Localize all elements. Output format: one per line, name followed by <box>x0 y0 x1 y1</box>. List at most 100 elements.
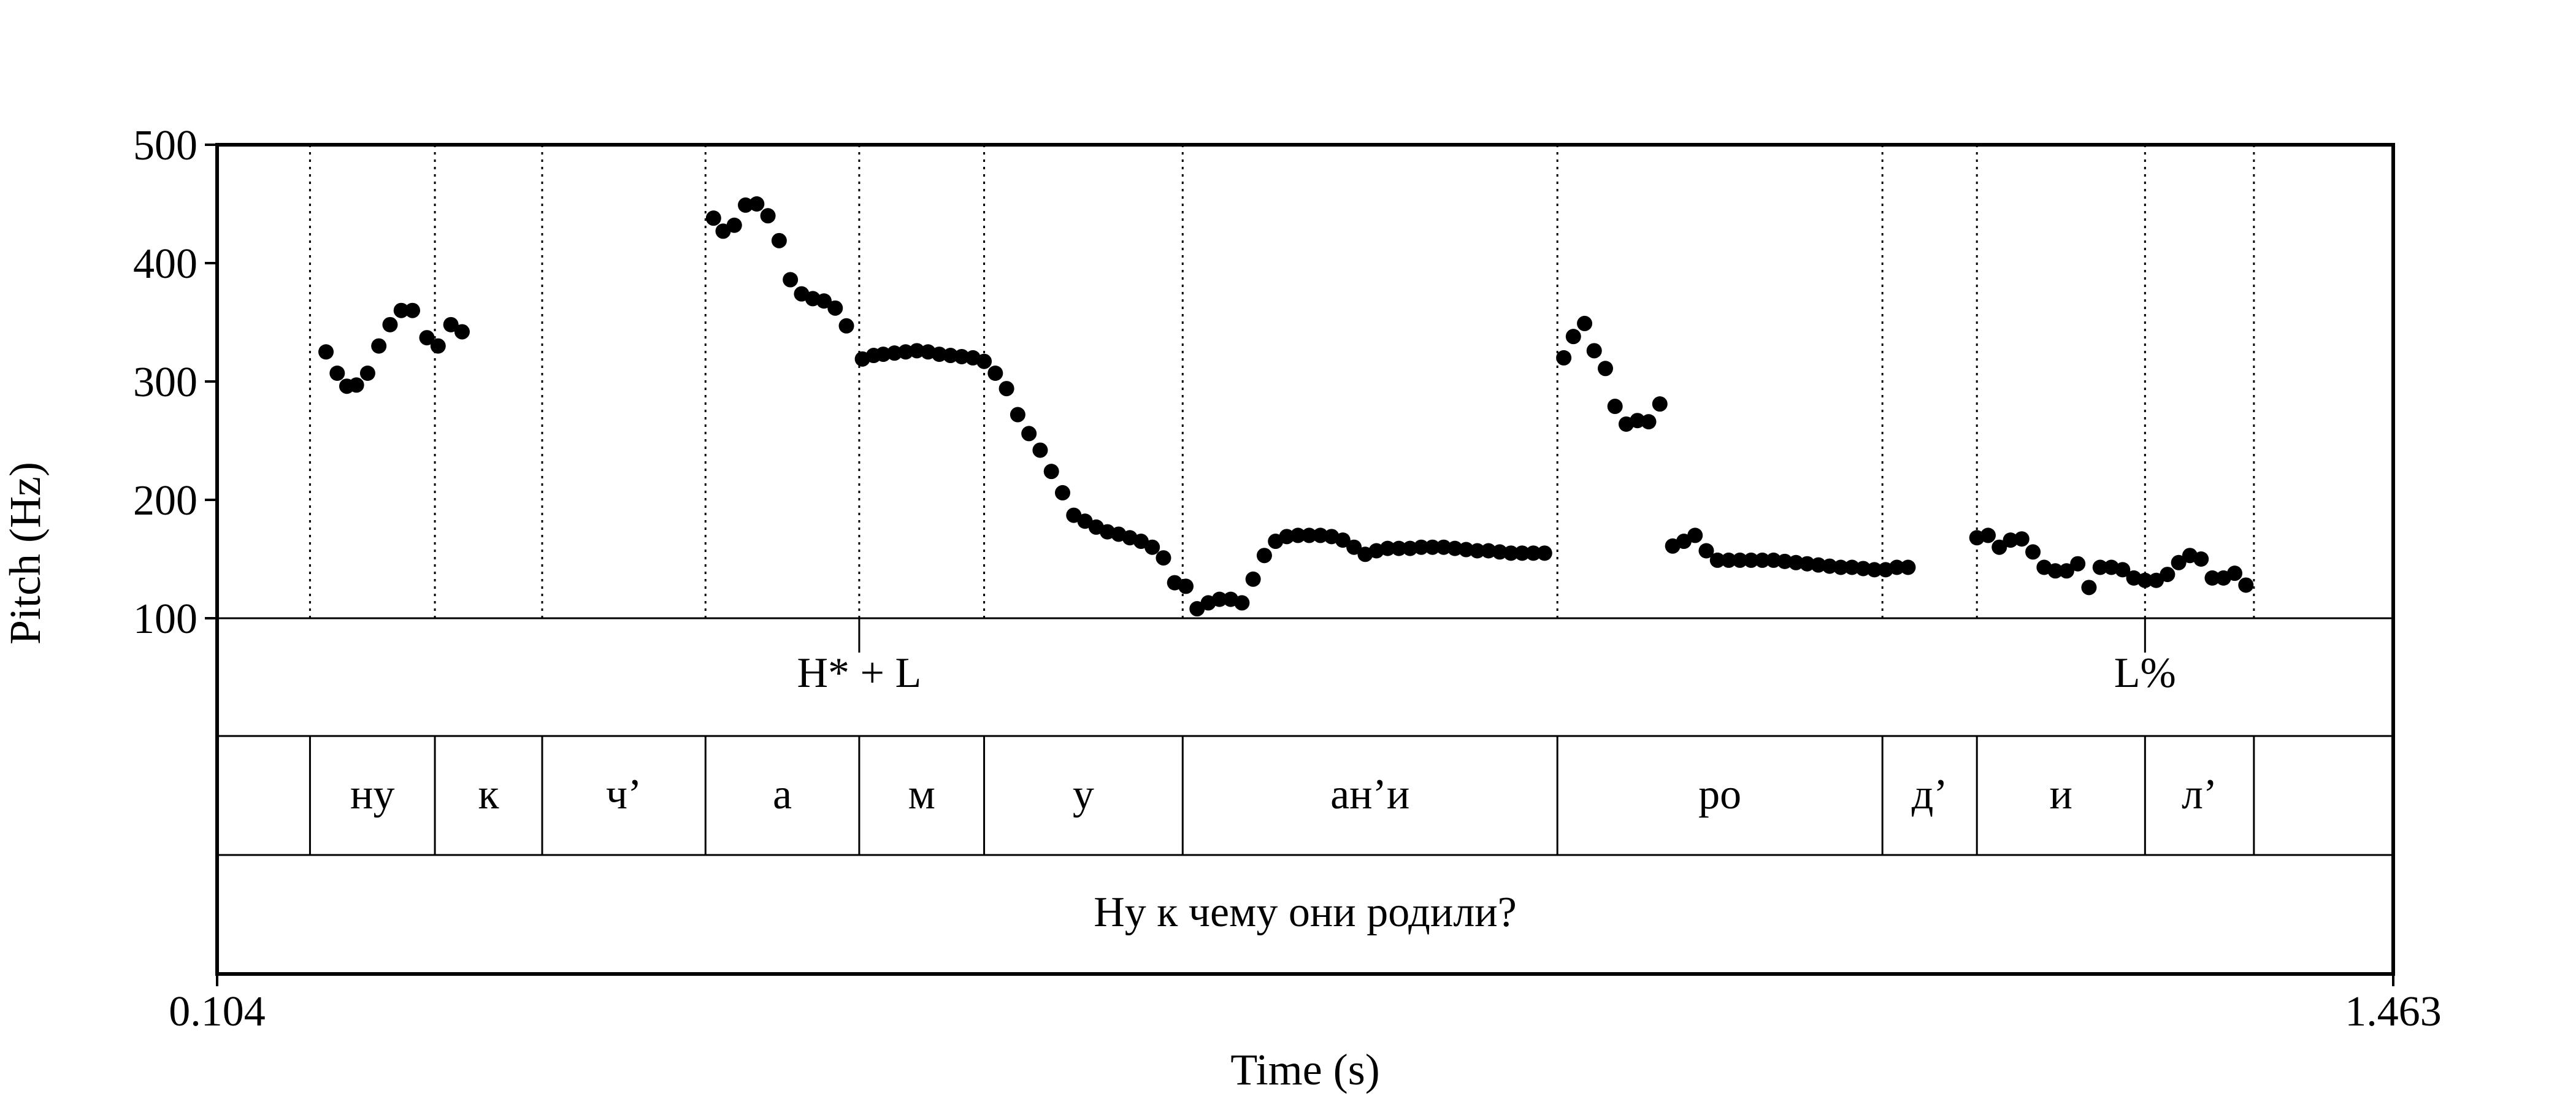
pitch-point <box>1290 527 1306 543</box>
pitch-point <box>1234 595 1250 611</box>
pitch-point <box>1598 361 1614 377</box>
pitch-point <box>1811 557 1827 573</box>
y-tick-label: 200 <box>133 477 197 524</box>
pitch-point <box>1279 529 1295 545</box>
pitch-point <box>909 343 925 359</box>
pitch-point <box>1536 545 1552 561</box>
pitch-point <box>987 365 1003 381</box>
pitch-point <box>1844 559 1860 575</box>
pitch-point <box>1991 539 2007 555</box>
pitch-point <box>1032 442 1048 458</box>
segment-label: у <box>1073 771 1094 818</box>
pitch-point <box>2171 554 2187 570</box>
pitch-point <box>2227 565 2243 581</box>
pitch-point <box>1503 545 1519 561</box>
pitch-point <box>931 347 947 362</box>
segment-boundary-lines <box>309 145 2255 618</box>
pitch-point <box>359 365 375 381</box>
pitch-point <box>1144 539 1160 555</box>
pitch-point <box>1402 540 1418 556</box>
pitch-point <box>954 348 970 364</box>
pitch-point <box>816 293 832 309</box>
pitch-point <box>1514 545 1530 561</box>
pitch-point <box>875 347 891 362</box>
x-tick-label: 0.104 <box>169 988 266 1035</box>
pitch-point <box>1335 532 1351 548</box>
pitch-point <box>2238 577 2254 593</box>
pitch-point <box>1413 539 1429 555</box>
y-axis-label: Pitch (Hz) <box>1 462 50 645</box>
pitch-point <box>749 196 765 212</box>
pitch-points <box>318 196 2254 617</box>
sentence-label: Ну к чему они родили? <box>1094 889 1517 936</box>
pitch-point <box>1010 407 1025 423</box>
pitch-point <box>943 348 959 364</box>
pitch-point <box>1900 559 1916 575</box>
pitch-point <box>1687 527 1703 543</box>
pitch-point <box>1709 552 1725 568</box>
pitch-point <box>1021 426 1037 442</box>
tone-label: L% <box>2114 650 2176 697</box>
pitch-point <box>2081 580 2097 596</box>
pitch-point <box>760 208 776 224</box>
segment-label: м <box>908 771 935 818</box>
pitch-point <box>1788 554 1804 570</box>
pitch-point <box>2137 572 2153 588</box>
pitch-point <box>454 324 470 340</box>
pitch-point <box>1301 527 1317 543</box>
segment-label: д’ <box>1912 771 1948 818</box>
plot-frame <box>215 143 2395 976</box>
pitch-point <box>1458 542 1474 558</box>
pitch-point <box>348 377 364 393</box>
pitch-point <box>999 381 1014 397</box>
pitch-point <box>1492 544 1508 560</box>
pitch-point <box>898 344 914 360</box>
pitch-point <box>1822 558 1838 574</box>
pitch-point <box>1754 552 1770 568</box>
pitch-point <box>2115 562 2131 578</box>
pitch-point <box>393 302 409 318</box>
pitch-point <box>976 353 992 369</box>
pitch-point <box>1178 578 1194 594</box>
pitch-point <box>1346 539 1362 555</box>
pitch-point <box>1866 562 1882 578</box>
pitch-point <box>405 302 421 318</box>
pitch-point <box>2047 563 2063 579</box>
segment-label: а <box>773 771 792 818</box>
pitch-point <box>2204 570 2220 586</box>
pitch-point <box>886 345 902 361</box>
pitch-point <box>1641 414 1657 430</box>
pitch-point <box>1447 540 1463 556</box>
pitch-point <box>329 365 345 381</box>
segment-label: ч’ <box>606 771 642 818</box>
pitch-point <box>1766 552 1782 568</box>
y-tick-label: 100 <box>133 596 197 643</box>
pitch-point <box>1732 552 1748 568</box>
pitch-point <box>2193 551 2209 567</box>
pitch-point <box>2003 532 2018 548</box>
pitch-point <box>738 197 754 213</box>
tone-label: H* + L <box>797 650 922 697</box>
segment-label: ан’и <box>1330 771 1409 818</box>
y-tick-label: 300 <box>133 359 197 406</box>
pitch-point <box>1565 329 1581 345</box>
pitch-point <box>371 338 387 354</box>
segment-label: л’ <box>2182 771 2217 818</box>
pitch-point <box>1833 559 1849 575</box>
pitch-point <box>318 344 334 360</box>
pitch-point <box>2160 567 2175 583</box>
pitch-point <box>726 217 742 233</box>
pitch-point <box>2058 563 2074 579</box>
pitch-point <box>2070 556 2086 572</box>
pitch-point <box>1054 485 1070 500</box>
pitch-point <box>1556 350 1572 366</box>
axes: 100 200 300 400 500 0.104 1.463 <box>133 122 2442 1035</box>
annotation-tiers: H* + L L% ну к ч’ а м у ан’и ро д’ и л’ Ну к чему они… <box>217 617 2393 936</box>
pitch-point <box>1379 540 1395 556</box>
pitch-point <box>1436 539 1452 555</box>
pitch-point <box>827 300 843 316</box>
pitch-point <box>771 232 787 248</box>
pitch-point <box>430 338 446 354</box>
pitch-point <box>1980 527 1996 543</box>
